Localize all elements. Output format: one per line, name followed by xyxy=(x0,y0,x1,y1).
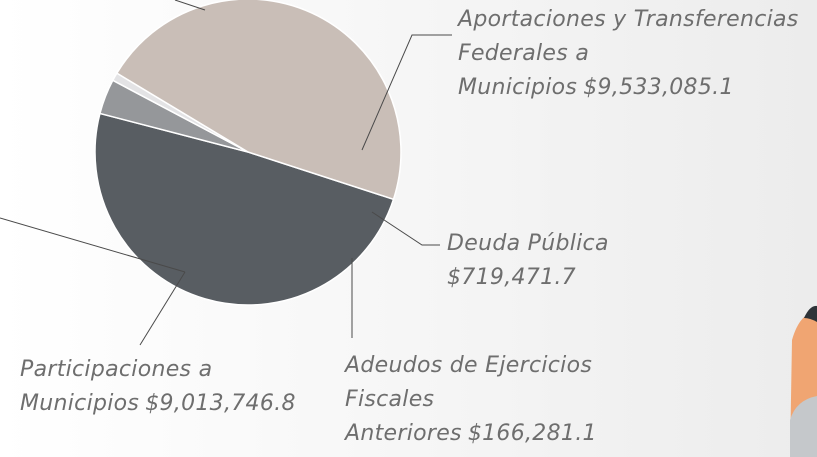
person-illustration xyxy=(790,305,817,457)
leader-line xyxy=(174,0,206,11)
slice-label: Aportaciones y Transferencias Federales … xyxy=(458,3,803,105)
category-label: Deuda Pública xyxy=(447,231,609,256)
value-label: $166,281.1 xyxy=(467,421,597,446)
category-label: Participaciones a Municipios xyxy=(20,357,213,416)
leader-line xyxy=(361,34,452,151)
slice-label: Deuda Pública $719,471.7 xyxy=(447,227,707,295)
leader-line xyxy=(139,271,186,346)
pie-slice xyxy=(115,0,402,201)
category-label: Aportaciones y Transferencias Federales … xyxy=(458,7,799,100)
value-label: $9,013,746.8 xyxy=(145,391,296,416)
leader-lines xyxy=(0,0,452,346)
value-label: $719,471.7 xyxy=(447,265,576,290)
value-label: $9,533,085.1 xyxy=(583,75,734,100)
slice-label: Adeudos de Ejercicios Fiscales Anteriore… xyxy=(345,349,645,451)
slice-label: Participaciones a Municipios $9,013,746.8 xyxy=(20,353,295,421)
leader-line xyxy=(0,217,186,273)
pie-slice xyxy=(94,112,395,306)
leader-line xyxy=(371,211,440,246)
category-label: Adeudos de Ejercicios Fiscales Anteriore… xyxy=(345,353,593,446)
